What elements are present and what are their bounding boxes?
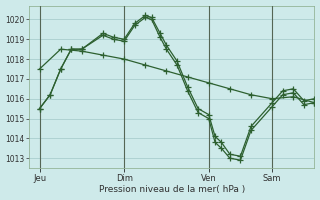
X-axis label: Pression niveau de la mer( hPa ): Pression niveau de la mer( hPa ) xyxy=(99,185,245,194)
